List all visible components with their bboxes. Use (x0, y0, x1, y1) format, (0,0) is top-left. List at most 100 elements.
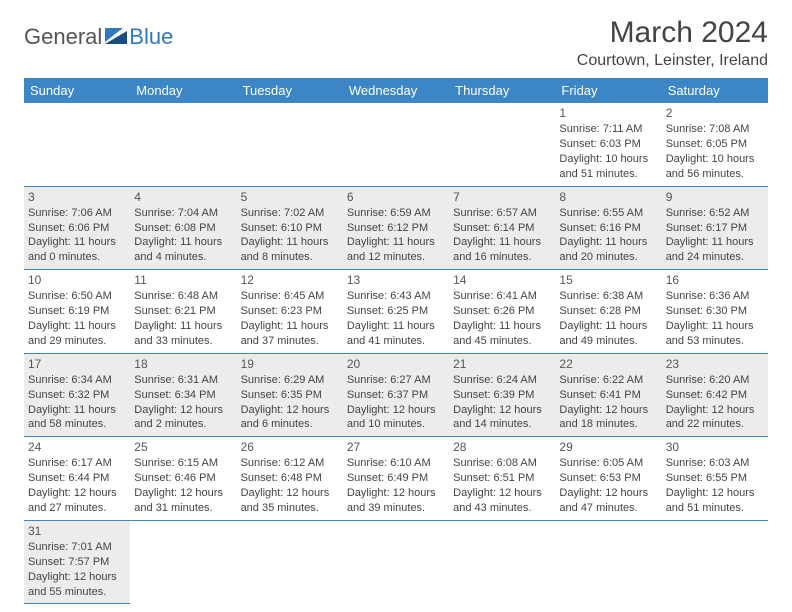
day-header: Thursday (449, 78, 555, 103)
sunrise-text: Sunrise: 6:48 AM (134, 289, 232, 304)
daylight-text: and 37 minutes. (241, 334, 339, 349)
daylight-text: Daylight: 12 hours (134, 486, 232, 501)
sunrise-text: Sunrise: 6:24 AM (453, 373, 551, 388)
calendar-cell: 22Sunrise: 6:22 AMSunset: 6:41 PMDayligh… (555, 353, 661, 437)
sunset-text: Sunset: 6:34 PM (134, 388, 232, 403)
daylight-text: and 53 minutes. (666, 334, 764, 349)
calendar-cell (555, 520, 661, 604)
sunset-text: Sunset: 6:32 PM (28, 388, 126, 403)
sunrise-text: Sunrise: 6:31 AM (134, 373, 232, 388)
sunset-text: Sunset: 6:46 PM (134, 471, 232, 486)
daylight-text: and 22 minutes. (666, 417, 764, 432)
daylight-text: Daylight: 11 hours (28, 235, 126, 250)
sunset-text: Sunset: 6:48 PM (241, 471, 339, 486)
daylight-text: Daylight: 12 hours (559, 486, 657, 501)
calendar-week: 10Sunrise: 6:50 AMSunset: 6:19 PMDayligh… (24, 270, 768, 354)
sunrise-text: Sunrise: 6:38 AM (559, 289, 657, 304)
sunset-text: Sunset: 6:19 PM (28, 304, 126, 319)
daylight-text: and 0 minutes. (28, 250, 126, 265)
calendar-week: 31Sunrise: 7:01 AMSunset: 7:57 PMDayligh… (24, 520, 768, 604)
sunrise-text: Sunrise: 6:41 AM (453, 289, 551, 304)
daylight-text: Daylight: 11 hours (666, 319, 764, 334)
sunset-text: Sunset: 6:53 PM (559, 471, 657, 486)
day-number: 26 (241, 439, 339, 455)
daylight-text: Daylight: 11 hours (347, 319, 445, 334)
daylight-text: and 35 minutes. (241, 501, 339, 516)
daylight-text: and 51 minutes. (666, 501, 764, 516)
day-header: Tuesday (237, 78, 343, 103)
sunset-text: Sunset: 6:41 PM (559, 388, 657, 403)
daylight-text: and 16 minutes. (453, 250, 551, 265)
daylight-text: Daylight: 10 hours (559, 152, 657, 167)
calendar-cell: 20Sunrise: 6:27 AMSunset: 6:37 PMDayligh… (343, 353, 449, 437)
daylight-text: Daylight: 11 hours (559, 235, 657, 250)
calendar-cell: 12Sunrise: 6:45 AMSunset: 6:23 PMDayligh… (237, 270, 343, 354)
sunrise-text: Sunrise: 7:11 AM (559, 122, 657, 137)
flag-icon (105, 28, 127, 44)
day-number: 5 (241, 189, 339, 205)
daylight-text: Daylight: 12 hours (134, 403, 232, 418)
calendar-cell: 25Sunrise: 6:15 AMSunset: 6:46 PMDayligh… (130, 437, 236, 521)
calendar-cell: 15Sunrise: 6:38 AMSunset: 6:28 PMDayligh… (555, 270, 661, 354)
logo: General Blue (24, 24, 173, 50)
sunset-text: Sunset: 6:42 PM (666, 388, 764, 403)
day-number: 29 (559, 439, 657, 455)
day-number: 17 (28, 356, 126, 372)
daylight-text: and 33 minutes. (134, 334, 232, 349)
daylight-text: Daylight: 11 hours (134, 235, 232, 250)
calendar-cell: 10Sunrise: 6:50 AMSunset: 6:19 PMDayligh… (24, 270, 130, 354)
month-title: March 2024 (577, 16, 768, 50)
calendar-week: 1Sunrise: 7:11 AMSunset: 6:03 PMDaylight… (24, 103, 768, 186)
calendar-cell: 19Sunrise: 6:29 AMSunset: 6:35 PMDayligh… (237, 353, 343, 437)
daylight-text: Daylight: 11 hours (453, 235, 551, 250)
sunset-text: Sunset: 6:08 PM (134, 221, 232, 236)
calendar-cell: 17Sunrise: 6:34 AMSunset: 6:32 PMDayligh… (24, 353, 130, 437)
calendar-cell (343, 520, 449, 604)
daylight-text: Daylight: 12 hours (453, 486, 551, 501)
daylight-text: and 2 minutes. (134, 417, 232, 432)
calendar-cell: 9Sunrise: 6:52 AMSunset: 6:17 PMDaylight… (662, 186, 768, 270)
day-number: 18 (134, 356, 232, 372)
calendar-cell: 23Sunrise: 6:20 AMSunset: 6:42 PMDayligh… (662, 353, 768, 437)
calendar-cell: 8Sunrise: 6:55 AMSunset: 6:16 PMDaylight… (555, 186, 661, 270)
sunset-text: Sunset: 6:12 PM (347, 221, 445, 236)
daylight-text: and 4 minutes. (134, 250, 232, 265)
sunset-text: Sunset: 6:05 PM (666, 137, 764, 152)
calendar-cell (24, 103, 130, 186)
header: General Blue March 2024 Courtown, Leinst… (24, 16, 768, 70)
sunset-text: Sunset: 6:17 PM (666, 221, 764, 236)
day-number: 4 (134, 189, 232, 205)
day-header: Saturday (662, 78, 768, 103)
calendar-cell: 21Sunrise: 6:24 AMSunset: 6:39 PMDayligh… (449, 353, 555, 437)
day-number: 31 (28, 523, 126, 539)
sunrise-text: Sunrise: 6:05 AM (559, 456, 657, 471)
daylight-text: and 56 minutes. (666, 167, 764, 182)
sunrise-text: Sunrise: 6:03 AM (666, 456, 764, 471)
daylight-text: Daylight: 12 hours (241, 486, 339, 501)
day-number: 14 (453, 272, 551, 288)
sunset-text: Sunset: 6:26 PM (453, 304, 551, 319)
daylight-text: and 10 minutes. (347, 417, 445, 432)
calendar-cell (130, 520, 236, 604)
sunrise-text: Sunrise: 6:29 AM (241, 373, 339, 388)
sunset-text: Sunset: 6:16 PM (559, 221, 657, 236)
sunrise-text: Sunrise: 6:55 AM (559, 206, 657, 221)
calendar-cell: 18Sunrise: 6:31 AMSunset: 6:34 PMDayligh… (130, 353, 236, 437)
sunrise-text: Sunrise: 6:50 AM (28, 289, 126, 304)
daylight-text: Daylight: 11 hours (666, 235, 764, 250)
calendar-cell: 16Sunrise: 6:36 AMSunset: 6:30 PMDayligh… (662, 270, 768, 354)
calendar-cell: 14Sunrise: 6:41 AMSunset: 6:26 PMDayligh… (449, 270, 555, 354)
calendar-cell (237, 520, 343, 604)
sunset-text: Sunset: 6:28 PM (559, 304, 657, 319)
sunrise-text: Sunrise: 6:43 AM (347, 289, 445, 304)
daylight-text: Daylight: 11 hours (134, 319, 232, 334)
sunset-text: Sunset: 6:03 PM (559, 137, 657, 152)
daylight-text: and 43 minutes. (453, 501, 551, 516)
sunrise-text: Sunrise: 6:15 AM (134, 456, 232, 471)
logo-text-blue: Blue (129, 24, 173, 50)
sunrise-text: Sunrise: 6:52 AM (666, 206, 764, 221)
daylight-text: and 20 minutes. (559, 250, 657, 265)
day-number: 15 (559, 272, 657, 288)
calendar-cell: 4Sunrise: 7:04 AMSunset: 6:08 PMDaylight… (130, 186, 236, 270)
day-header: Sunday (24, 78, 130, 103)
